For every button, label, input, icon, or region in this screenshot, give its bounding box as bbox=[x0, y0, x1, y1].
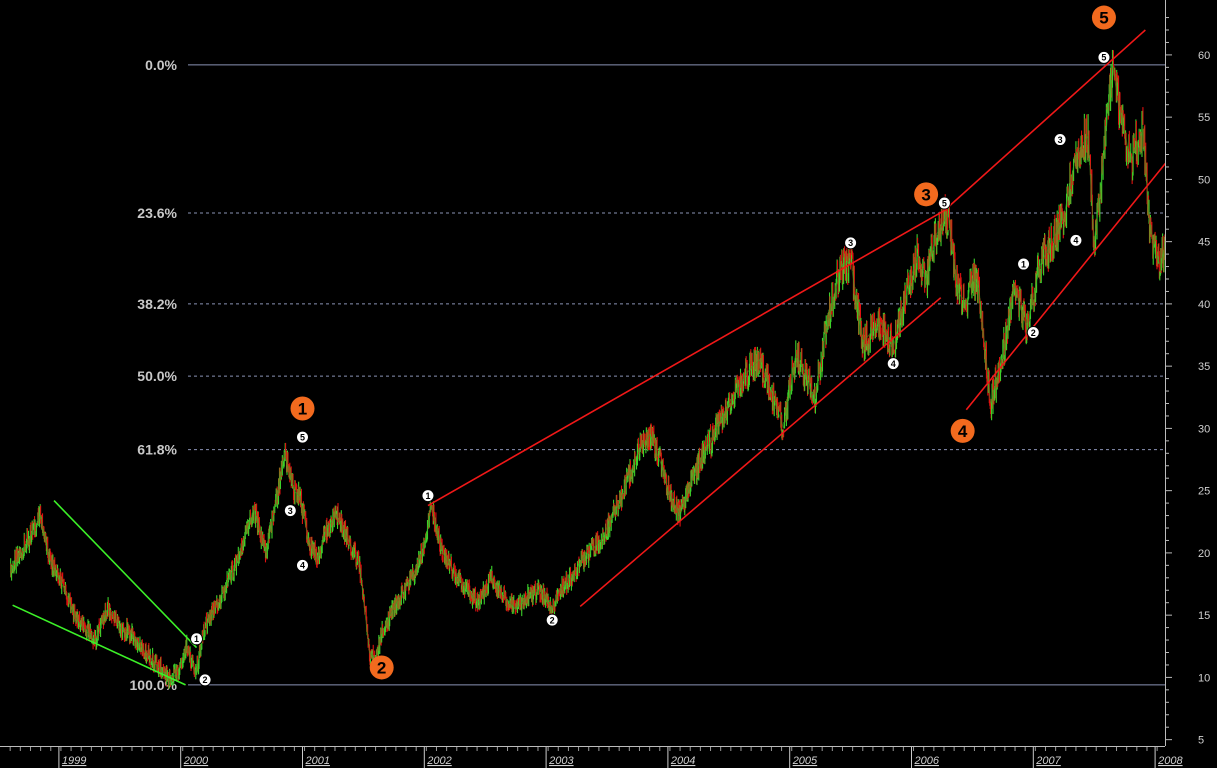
sub-wave-marker bbox=[1053, 133, 1067, 147]
fib-label: 61.8% bbox=[137, 442, 177, 458]
sub-wave-marker bbox=[296, 558, 309, 572]
main-wave-label: 3 bbox=[921, 185, 930, 204]
x-tick-label: 2001 bbox=[305, 755, 330, 767]
main-wave-marker bbox=[1091, 5, 1116, 30]
main-wave-marker bbox=[950, 418, 975, 443]
sub-wave-marker bbox=[1026, 326, 1040, 340]
green-trendline bbox=[12, 604, 186, 686]
x-tick-label: 2006 bbox=[914, 755, 940, 767]
fib-label: 50.0% bbox=[137, 368, 177, 384]
main-wave-label: 1 bbox=[298, 399, 307, 418]
x-tick-label: 2000 bbox=[183, 755, 209, 767]
y-tick-label: 30 bbox=[1198, 423, 1210, 435]
sub-wave-label: 3 bbox=[848, 238, 853, 248]
sub-wave-label: 2 bbox=[203, 675, 208, 685]
fib-label: 23.6% bbox=[137, 205, 177, 221]
x-tick-label: 2007 bbox=[1035, 755, 1061, 767]
sub-wave-label: 5 bbox=[942, 198, 947, 208]
x-axis: 1999 2000 2001 2002 2003 2004 2005 2006 2007 2008 bbox=[0, 746, 1183, 768]
x-tick-label: 2003 bbox=[548, 755, 574, 767]
sub-wave-label: 5 bbox=[1101, 53, 1106, 63]
y-tick-label: 15 bbox=[1198, 610, 1210, 622]
sub-wave-marker bbox=[1017, 257, 1031, 271]
fibonacci-levels: 0.0% 23.6% 38.2% 50.0% 61.8% 100.0% bbox=[130, 57, 1165, 693]
y-tick-label: 5 bbox=[1198, 735, 1204, 747]
y-axis-panel bbox=[1165, 0, 1217, 768]
sub-wave-marker bbox=[937, 196, 951, 210]
y-tick-label: 25 bbox=[1198, 486, 1210, 498]
main-wave-label: 4 bbox=[958, 422, 968, 441]
y-tick-label: 20 bbox=[1198, 548, 1210, 560]
sub-wave-marker bbox=[844, 236, 858, 250]
sub-wave-marker bbox=[198, 673, 212, 687]
x-tick-label: 2002 bbox=[426, 755, 451, 767]
y-tick-label: 35 bbox=[1198, 361, 1210, 373]
price-line bbox=[9, 64, 1193, 684]
sub-wave-label: 3 bbox=[1058, 135, 1063, 145]
x-tick-label: 2004 bbox=[670, 755, 695, 767]
sub-wave-marker bbox=[283, 504, 297, 518]
main-wave-marker bbox=[914, 182, 939, 207]
sub-wave-marker bbox=[1069, 233, 1083, 247]
y-tick-label: 55 bbox=[1198, 112, 1210, 124]
price-series bbox=[9, 49, 1193, 689]
main-wave-marker bbox=[369, 655, 394, 680]
sub-wave-label: 4 bbox=[1073, 236, 1078, 246]
x-tick-label: 1999 bbox=[62, 755, 86, 767]
y-tick-label: 40 bbox=[1198, 299, 1210, 311]
sub-wave-label: 3 bbox=[288, 506, 293, 516]
fib-label: 0.0% bbox=[145, 57, 177, 73]
sub-wave-label: 2 bbox=[550, 615, 555, 625]
sub-wave-label: 1 bbox=[1021, 259, 1026, 269]
sub-wave-label: 4 bbox=[891, 359, 896, 369]
green-trendline bbox=[53, 500, 198, 649]
y-tick-label: 60 bbox=[1198, 50, 1210, 62]
sub-wave-label: 2 bbox=[1031, 328, 1036, 338]
x-tick-label: 2005 bbox=[792, 755, 818, 767]
sub-wave-marker bbox=[886, 357, 900, 371]
main-wave-label: 5 bbox=[1099, 9, 1108, 28]
trendlines bbox=[12, 29, 1199, 686]
sub-wave-marker bbox=[545, 613, 559, 627]
fib-label: 100.0% bbox=[130, 677, 178, 693]
main-wave-marker bbox=[290, 396, 315, 421]
y-tick-label: 45 bbox=[1198, 237, 1210, 249]
sub-wave-marker bbox=[296, 430, 309, 444]
red-trendline bbox=[943, 29, 1146, 212]
sub-wave-marker bbox=[190, 632, 204, 646]
red-trendline bbox=[579, 297, 942, 608]
main-wave-label: 2 bbox=[377, 658, 386, 677]
sub-wave-label: 1 bbox=[425, 491, 430, 501]
sub-wave-label: 1 bbox=[194, 634, 199, 644]
fib-label: 38.2% bbox=[137, 296, 177, 312]
y-tick-label: 50 bbox=[1198, 174, 1210, 186]
sub-wave-marker bbox=[1097, 50, 1111, 64]
sub-wave-label: 4 bbox=[300, 561, 305, 571]
red-trendline bbox=[965, 122, 1199, 411]
y-tick-label: 10 bbox=[1198, 672, 1210, 684]
y-axis: 5 10 15 20 25 30 35 40 45 50 55 60 bbox=[1165, 0, 1217, 768]
sub-wave-label: 5 bbox=[300, 432, 305, 442]
sub-wave-marker bbox=[421, 489, 435, 503]
x-tick-label: 2008 bbox=[1157, 755, 1183, 767]
red-trendline bbox=[427, 209, 945, 507]
wave-annotations: 1 2 3 4 5 1 2 3 4 5 1 2 3 4 5 1 2 3 4 5 bbox=[190, 5, 1116, 687]
